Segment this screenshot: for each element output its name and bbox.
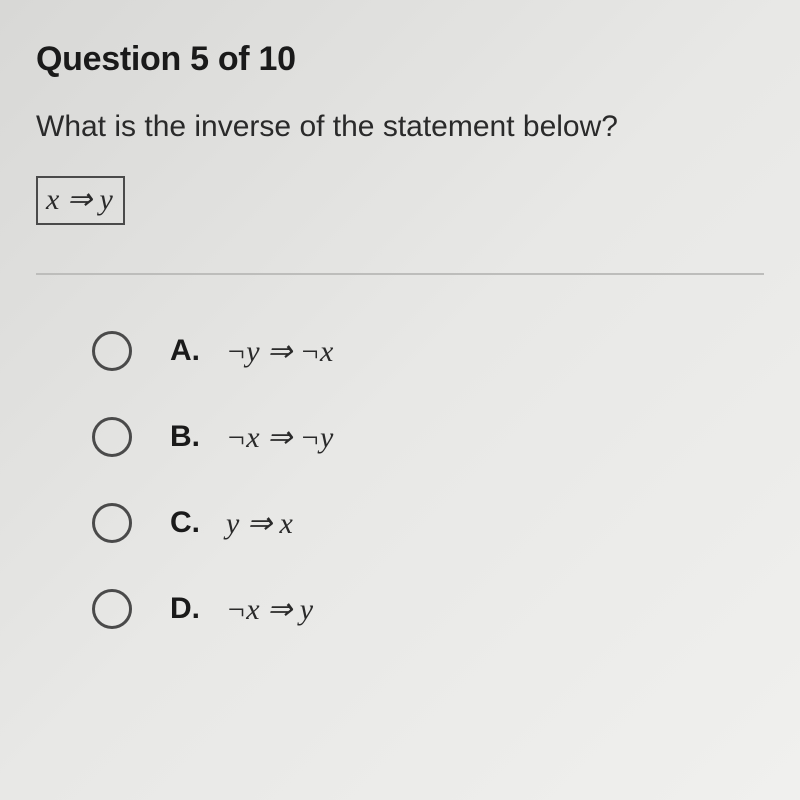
option-letter: D. <box>170 592 208 626</box>
option-formula: ¬x ⇒ ¬y <box>226 420 333 455</box>
option-c[interactable]: C. y ⇒ x <box>92 503 764 543</box>
option-formula: ¬x ⇒ y <box>226 592 313 627</box>
option-a[interactable]: A. ¬y ⇒ ¬x <box>92 331 764 371</box>
radio-d[interactable] <box>92 589 132 629</box>
radio-c[interactable] <box>92 503 132 543</box>
statement-box: x ⇒ y <box>36 176 125 225</box>
question-header: Question 5 of 10 <box>36 40 764 79</box>
question-prompt: What is the inverse of the statement bel… <box>36 107 764 146</box>
radio-a[interactable] <box>92 331 132 371</box>
option-letter: C. <box>170 506 208 540</box>
section-divider <box>36 273 764 275</box>
options-list: A. ¬y ⇒ ¬x B. ¬x ⇒ ¬y C. y ⇒ x D. ¬x ⇒ y <box>36 331 764 629</box>
option-letter: B. <box>170 420 208 454</box>
option-formula: ¬y ⇒ ¬x <box>226 334 333 369</box>
radio-b[interactable] <box>92 417 132 457</box>
option-letter: A. <box>170 334 208 368</box>
option-formula: y ⇒ x <box>226 506 293 541</box>
option-b[interactable]: B. ¬x ⇒ ¬y <box>92 417 764 457</box>
option-d[interactable]: D. ¬x ⇒ y <box>92 589 764 629</box>
